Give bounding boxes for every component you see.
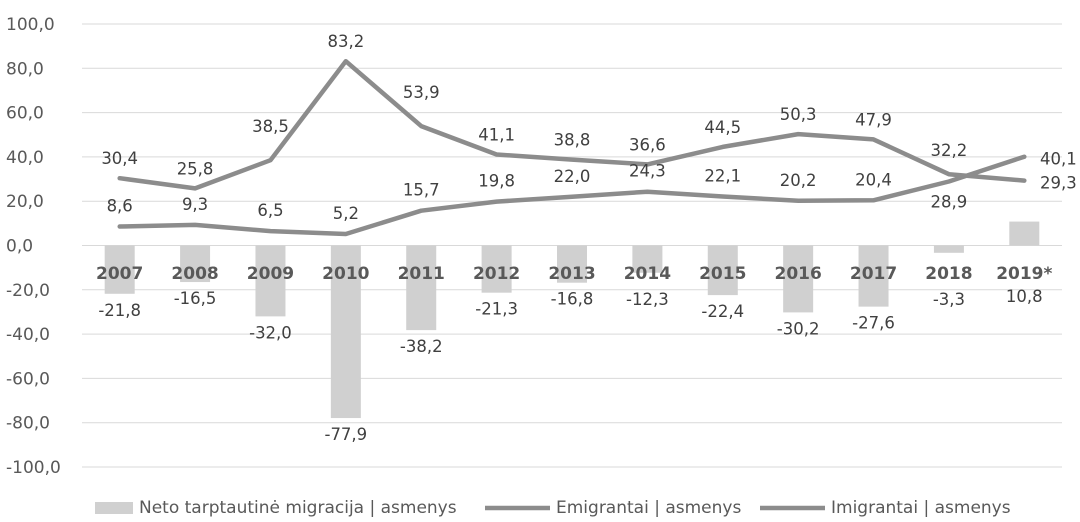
- bar: [180, 245, 211, 283]
- category-label: 2017: [850, 264, 897, 284]
- data-label: 20,2: [780, 171, 817, 190]
- category-label: 2016: [774, 264, 821, 284]
- category-label: 2009: [247, 264, 294, 284]
- category-label: 2018: [925, 264, 972, 284]
- data-label: -32,0: [249, 323, 292, 342]
- bar: [632, 245, 663, 273]
- data-label: 83,2: [327, 32, 364, 51]
- bar: [330, 245, 361, 419]
- series-line: [117, 154, 1027, 237]
- data-label: 32,2: [931, 141, 968, 160]
- data-label: 5,2: [333, 204, 359, 223]
- y-tick-label: 20,0: [6, 192, 44, 212]
- data-label: -22,4: [701, 302, 744, 321]
- legend-swatch: [95, 502, 133, 514]
- category-label: 2013: [548, 264, 595, 284]
- category-label: 2012: [473, 264, 520, 284]
- y-tick-label: -20,0: [6, 281, 50, 301]
- series-line: [117, 58, 1027, 191]
- data-label: 28,9: [931, 192, 968, 211]
- data-label: 47,9: [855, 110, 892, 129]
- bar: [858, 245, 889, 307]
- data-label: 29,3: [1040, 174, 1077, 193]
- bar: [707, 245, 738, 296]
- category-label: 2019*: [996, 264, 1052, 284]
- bar-series: [104, 221, 1040, 419]
- data-label: 38,5: [252, 117, 289, 136]
- legend-label: Imigrantai | asmenys: [831, 498, 1011, 518]
- data-label: -12,3: [626, 290, 669, 309]
- bar: [1009, 221, 1040, 246]
- data-label: 22,1: [704, 167, 741, 186]
- legend-label: Emigrantai | asmenys: [556, 498, 741, 518]
- bar: [783, 245, 814, 313]
- legend: Neto tarptautinė migracija | asmenys Emig…: [95, 498, 1011, 518]
- legend-label: Neto tarptautinė migracija | asmenys: [139, 498, 457, 518]
- data-label: -16,8: [551, 290, 594, 309]
- data-label: 10,8: [1006, 287, 1043, 306]
- data-label: 50,3: [780, 105, 817, 124]
- data-label: -21,8: [98, 301, 141, 320]
- data-label: 19,8: [478, 172, 515, 191]
- y-tick-label: 80,0: [6, 59, 44, 79]
- category-labels: 2007 2008 2009 2010 2011 2012 2013 2014 2015 2016…: [96, 264, 1052, 284]
- data-label: 30,4: [101, 149, 138, 168]
- y-tick-label: -60,0: [6, 369, 50, 389]
- bar: [933, 245, 964, 253]
- data-label: 53,9: [403, 83, 440, 102]
- data-label: 40,1: [1040, 150, 1077, 169]
- category-label: 2011: [398, 264, 445, 284]
- data-label: 20,4: [855, 170, 892, 189]
- y-tick-label: 40,0: [6, 148, 44, 168]
- y-tick-label: -40,0: [6, 325, 50, 345]
- data-label: 24,3: [629, 162, 666, 181]
- bar: [557, 245, 587, 283]
- y-axis-ticks: 100,0 80,0 60,0 40,0 20,0 0,0 -20,0 -40,0 -60,0 -…: [6, 15, 61, 478]
- data-label: 22,0: [554, 167, 591, 186]
- data-label: -27,6: [852, 314, 895, 333]
- category-label: 2015: [699, 264, 746, 284]
- data-label: 25,8: [177, 159, 214, 178]
- data-label: -77,9: [324, 425, 367, 444]
- y-tick-label: 100,0: [6, 15, 55, 35]
- data-label: 9,3: [182, 195, 208, 214]
- data-label: 6,5: [257, 201, 283, 220]
- data-label: -16,5: [174, 289, 217, 308]
- category-label: 2014: [624, 264, 671, 284]
- category-label: 2007: [96, 264, 143, 284]
- data-label: 36,6: [629, 135, 666, 154]
- bar: [481, 245, 512, 293]
- data-label: 15,7: [403, 181, 440, 200]
- data-label: 41,1: [478, 125, 515, 144]
- data-label: 44,5: [704, 118, 741, 137]
- bar: [255, 245, 286, 317]
- data-label: -3,3: [933, 290, 965, 309]
- y-tick-label: 60,0: [6, 104, 44, 124]
- category-label: 2010: [322, 264, 369, 284]
- data-label: 8,6: [107, 196, 133, 215]
- line-series: [117, 58, 1027, 237]
- data-label: -21,3: [475, 300, 518, 319]
- bar: [406, 245, 437, 331]
- y-tick-label: -100,0: [6, 458, 61, 478]
- data-label: -38,2: [400, 337, 443, 356]
- y-tick-label: -80,0: [6, 414, 50, 434]
- data-labels: 30,4 25,8 38,5 83,2 53,9 41,1 38,8 36,6 44,5 50,3…: [98, 32, 1076, 444]
- data-label: -30,2: [777, 319, 820, 338]
- category-label: 2008: [171, 264, 218, 284]
- data-label: 38,8: [554, 131, 591, 150]
- bar: [104, 245, 135, 294]
- y-tick-label: 0,0: [6, 237, 33, 257]
